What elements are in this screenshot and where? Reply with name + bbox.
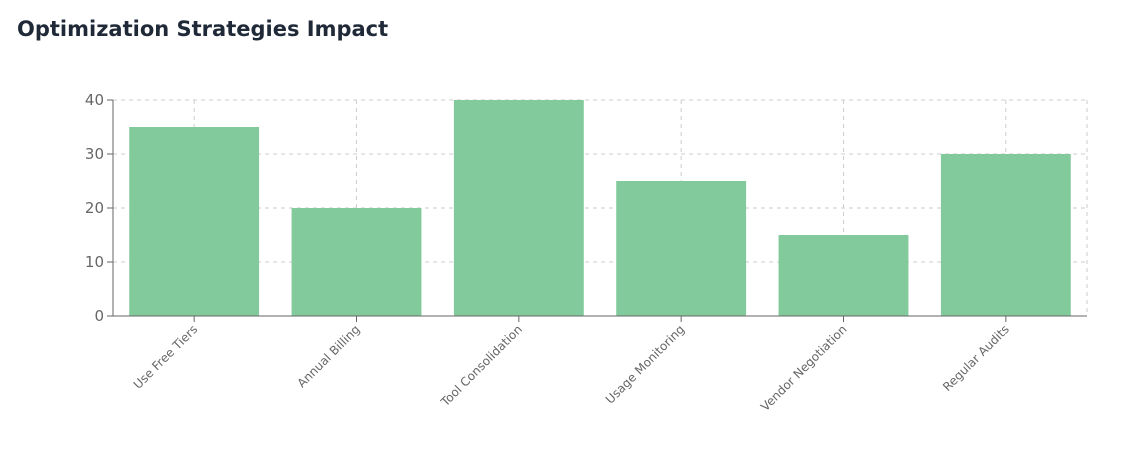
x-tick-label: Use Free Tiers (131, 322, 201, 392)
bars (129, 100, 1071, 316)
bar-tool-consolidation[interactable] (453, 100, 584, 316)
chart-title: Optimization Strategies Impact (17, 17, 389, 41)
x-tick-label: Regular Audits (940, 322, 1012, 394)
bar-vendor-negotiation[interactable] (778, 235, 909, 316)
x-tick-label: Tool Consolidation (438, 322, 525, 409)
x-tick-label: Usage Monitoring (603, 322, 687, 406)
y-tick-label: 0 (94, 307, 104, 325)
x-tick-label: Annual Billing (295, 322, 363, 390)
y-tick-label: 40 (85, 91, 104, 109)
bar-annual-billing[interactable] (291, 208, 422, 316)
y-tick-label: 20 (85, 199, 104, 217)
y-tick-label: 10 (85, 253, 104, 271)
x-tick-label: Vendor Negotiation (758, 322, 850, 414)
bar-use-free-tiers[interactable] (129, 127, 260, 316)
bar-usage-monitoring[interactable] (616, 181, 747, 316)
axes (107, 99, 1087, 322)
bar-regular-audits[interactable] (940, 154, 1071, 316)
y-tick-label: 30 (85, 145, 104, 163)
